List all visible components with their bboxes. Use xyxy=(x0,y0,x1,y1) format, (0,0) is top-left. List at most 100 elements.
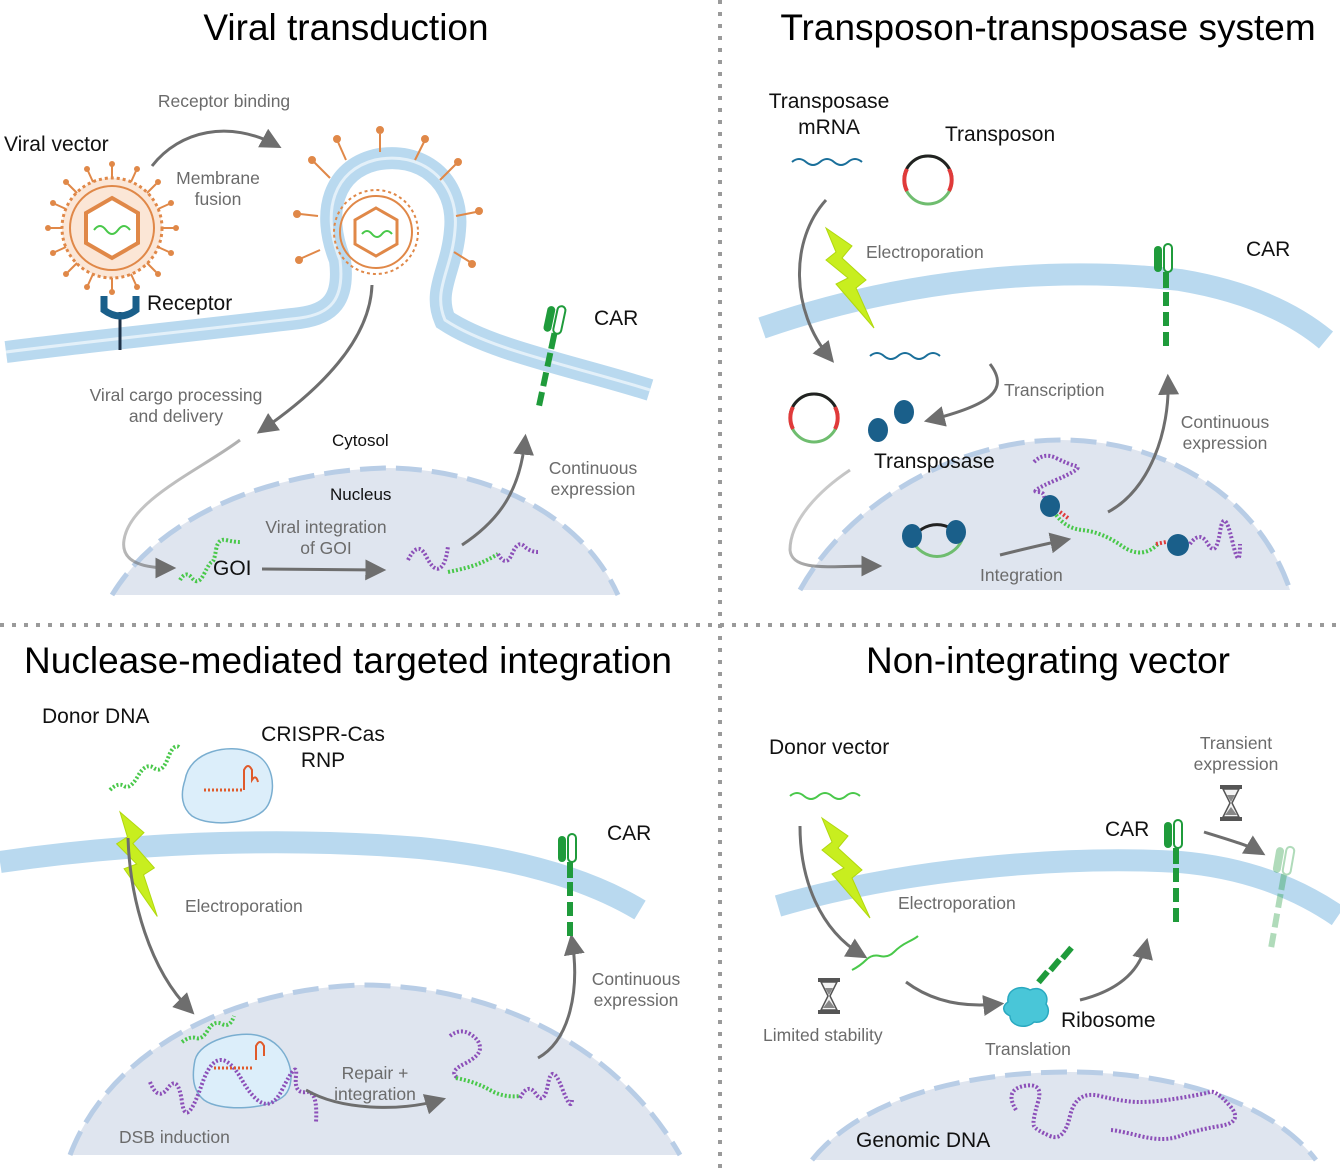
label-integration-line1: Viral integration xyxy=(265,517,386,537)
label-receptor-binding: Receptor binding xyxy=(158,91,290,111)
label-cargo-line1: Viral cargo processing xyxy=(90,385,263,405)
integrated-dna xyxy=(448,1029,574,1107)
label-transposase-mrna-line2: mRNA xyxy=(798,116,860,139)
nuclear-envelope xyxy=(109,465,621,597)
transposase-bound-left xyxy=(1040,495,1060,517)
label-continuous-line1: Continuous xyxy=(592,969,681,989)
nuclear-envelope xyxy=(810,1069,1318,1162)
integration-arrow xyxy=(261,559,387,581)
label-nucleus: Nucleus xyxy=(330,485,391,504)
label-ribosome: Ribosome xyxy=(1061,1009,1156,1032)
label-donor-vector: Donor vector xyxy=(769,736,889,759)
electroporation-arrow xyxy=(126,837,195,1015)
cell-membrane xyxy=(758,263,1334,349)
panel-nuclease: Nuclease-mediated targeted integration D… xyxy=(0,640,683,1157)
entry-arrow xyxy=(788,468,883,577)
nuclear-envelope xyxy=(797,437,1293,592)
dsb-complex xyxy=(148,1033,319,1123)
transcription-arrow xyxy=(923,363,999,427)
integration-arrow xyxy=(999,532,1072,557)
transposase-proteins xyxy=(868,400,914,442)
cell-membrane xyxy=(774,849,1340,926)
label-dsb-induction: DSB induction xyxy=(119,1127,230,1147)
panel-title: Transposon-transposase system xyxy=(780,7,1315,48)
integrated-dna xyxy=(406,542,539,574)
label-goi: GOI xyxy=(213,557,252,580)
label-transcription: Transcription xyxy=(1004,380,1105,400)
expression-arrow xyxy=(1107,373,1180,514)
virus-icon xyxy=(45,161,179,295)
plasmid-icon-2 xyxy=(788,392,840,444)
repair-arrow xyxy=(305,1088,447,1115)
label-electroporation: Electroporation xyxy=(898,893,1016,913)
label-continuous-line2: expression xyxy=(594,990,679,1010)
nucleus-shape xyxy=(812,1072,1316,1160)
nuclear-envelope xyxy=(67,982,683,1157)
translation-arrow xyxy=(905,980,1005,1016)
label-integration: Integration xyxy=(980,565,1063,585)
label-transposase: Transposase xyxy=(874,450,995,473)
label-receptor: Receptor xyxy=(147,292,232,315)
label-viral-vector: Viral vector xyxy=(4,133,109,156)
label-transient-line1: Transient xyxy=(1200,733,1272,753)
receptor-binding-arrow xyxy=(150,128,282,167)
label-repair-line2: integration xyxy=(334,1084,416,1104)
panel-non-integrating: Non-integrating vector Donor vector Tran… xyxy=(763,640,1340,1162)
label-cytosol: Cytosol xyxy=(332,431,389,450)
ribosome-icon xyxy=(1003,945,1074,1027)
car-receptor-icon xyxy=(1153,243,1173,347)
donor-vector-strand xyxy=(789,792,861,800)
envelope-spikes xyxy=(293,126,483,268)
label-car: CAR xyxy=(1246,238,1290,261)
label-car: CAR xyxy=(607,822,651,845)
lightning-bolt-icon xyxy=(109,811,169,917)
label-integration-line2: of GOI xyxy=(300,538,352,558)
label-limited-stability: Limited stability xyxy=(763,1025,883,1045)
label-crispr-line1: CRISPR-Cas xyxy=(261,723,385,746)
fused-capsid xyxy=(333,189,419,275)
label-translation: Translation xyxy=(985,1039,1071,1059)
transposase-complex xyxy=(902,520,966,558)
label-continuous-line2: expression xyxy=(1183,433,1268,453)
label-repair-line1: Repair + xyxy=(342,1063,409,1083)
expression-arrow xyxy=(537,933,585,1060)
panel-title: Non-integrating vector xyxy=(866,640,1230,681)
mrna-strand xyxy=(791,158,863,166)
label-electroporation: Electroporation xyxy=(866,242,984,262)
receptor-icon xyxy=(100,296,140,350)
label-car: CAR xyxy=(594,307,638,330)
donor-dna xyxy=(108,744,182,792)
label-electroporation: Electroporation xyxy=(185,896,303,916)
label-continuous-line1: Continuous xyxy=(1181,412,1270,432)
label-membrane-fusion-line2: fusion xyxy=(195,189,242,209)
expression-arrow xyxy=(461,433,534,547)
crispr-rnp-icon xyxy=(181,748,274,824)
panel-title: Nuclease-mediated targeted integration xyxy=(24,640,672,681)
hourglass-icon xyxy=(817,977,841,1015)
cell-membrane xyxy=(0,831,646,920)
plasmid-icon xyxy=(902,154,954,206)
label-transient-line2: expression xyxy=(1194,754,1279,774)
nucleus-shape xyxy=(70,985,680,1155)
label-transposase-mrna-line1: Transposase xyxy=(769,90,890,113)
hourglass-icon-2 xyxy=(1219,784,1243,822)
label-cargo-line2: and delivery xyxy=(129,406,224,426)
integrated-dna xyxy=(1032,453,1242,560)
label-transposon: Transposon xyxy=(945,123,1055,146)
label-car: CAR xyxy=(1105,818,1149,841)
label-genomic-dna: Genomic DNA xyxy=(856,1129,990,1152)
mrna-strand-2 xyxy=(869,352,941,360)
label-donor-dna: Donor DNA xyxy=(42,705,149,728)
delivery-arrow xyxy=(122,438,241,579)
label-continuous-line2: expression xyxy=(551,479,636,499)
electroporation-arrow xyxy=(798,825,868,959)
transient-arrow xyxy=(1203,830,1266,856)
transposase-bound-right xyxy=(1167,534,1189,556)
label-crispr-line2: RNP xyxy=(301,749,345,772)
cargo-arrow xyxy=(256,284,374,434)
expression-arrow xyxy=(1079,937,1153,1002)
donor-vector-cytosolic xyxy=(851,935,919,971)
panel-viral-transduction: Viral transduction Viral vector Receptor… xyxy=(4,7,654,597)
electroporation-arrow xyxy=(798,198,835,363)
